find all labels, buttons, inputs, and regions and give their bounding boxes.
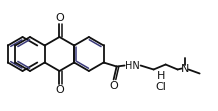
Text: N: N bbox=[181, 63, 189, 73]
Text: O: O bbox=[55, 13, 64, 23]
Text: O: O bbox=[55, 85, 64, 95]
Text: H: H bbox=[157, 71, 165, 81]
Text: O: O bbox=[109, 80, 118, 90]
Text: Cl: Cl bbox=[156, 82, 166, 92]
Text: HN: HN bbox=[125, 60, 140, 70]
